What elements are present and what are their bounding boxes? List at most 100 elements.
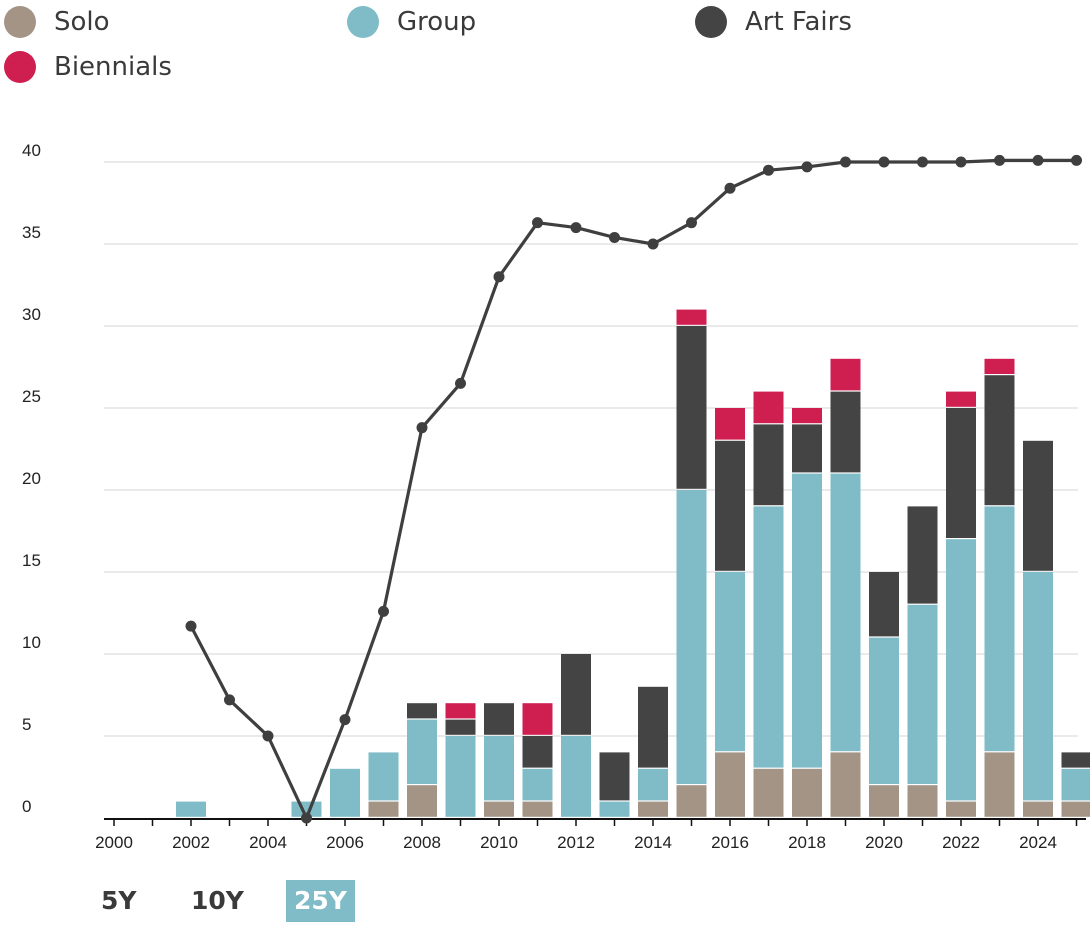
- bar-group: [484, 736, 514, 801]
- trend-point: [801, 161, 813, 173]
- legend-dot-solo: [4, 6, 36, 38]
- legend-label-biennials: Biennials: [54, 52, 172, 82]
- bar-art-fairs: [638, 686, 668, 768]
- x-tick-label: 2014: [634, 833, 672, 852]
- bar-art-fairs: [830, 391, 861, 473]
- bar-group: [984, 506, 1015, 752]
- legend-item-art-fairs[interactable]: Art Fairs: [695, 6, 852, 38]
- legend-label-art-fairs: Art Fairs: [745, 7, 852, 37]
- bar-art-fairs: [869, 572, 899, 637]
- x-tick-label: 2022: [942, 833, 980, 852]
- trend-line: [189, 158, 1077, 820]
- bar-biennials: [946, 391, 976, 407]
- bar-art-fairs: [715, 440, 745, 571]
- bar-group: [407, 719, 437, 784]
- x-tick-label: 2004: [249, 833, 287, 852]
- legend-item-group[interactable]: Group: [347, 6, 476, 38]
- legend-label-solo: Solo: [54, 7, 110, 37]
- bar-art-fairs: [1061, 752, 1090, 768]
- trend-point: [878, 156, 890, 168]
- bar-art-fairs: [676, 326, 707, 489]
- bar-solo: [522, 801, 553, 817]
- trend-point: [532, 217, 543, 229]
- bar-solo: [830, 752, 861, 817]
- x-tick-label: 2016: [711, 833, 749, 852]
- bar-biennials: [522, 703, 553, 735]
- bar-group: [715, 572, 745, 752]
- bar-group: [445, 736, 476, 817]
- bar-biennials: [753, 391, 784, 424]
- bar-group: [830, 473, 861, 752]
- x-tick-label: 2012: [557, 833, 595, 852]
- trend-point: [339, 714, 351, 726]
- y-tick-label: 30: [22, 305, 41, 324]
- range-button-5y[interactable]: 5Y: [101, 886, 137, 915]
- y-tick-label: 25: [22, 387, 41, 406]
- bar-group: [330, 768, 360, 817]
- stacked-bar-chart: 0 5 10 15 20 25 30 35 40 2000 2002 2004 2006 2008 2010…: [22, 141, 1090, 852]
- range-button-10y[interactable]: 10Y: [191, 886, 244, 915]
- legend-item-solo[interactable]: Solo: [4, 6, 110, 38]
- trend-point: [224, 694, 235, 706]
- y-tick-label: 20: [22, 469, 41, 488]
- bar-art-fairs: [445, 719, 476, 735]
- trend-point: [1071, 154, 1082, 166]
- bar-group: [1061, 768, 1090, 801]
- bar-group: [869, 637, 899, 784]
- trend-point: [647, 238, 659, 250]
- bar-group: [561, 736, 591, 817]
- trend-point: [609, 231, 620, 243]
- bar-group: [599, 801, 630, 817]
- bar-art-fairs: [561, 654, 591, 735]
- bar-art-fairs: [1023, 440, 1053, 571]
- bar-art-fairs: [484, 703, 514, 735]
- bar-solo: [638, 801, 668, 817]
- trend-point: [1032, 154, 1044, 166]
- bar-art-fairs: [753, 424, 784, 506]
- bar-solo: [407, 785, 437, 817]
- bar-solo: [484, 801, 514, 817]
- bar-solo: [907, 785, 938, 817]
- bar-solo: [984, 752, 1015, 817]
- bar-solo: [792, 768, 822, 817]
- bar-group: [792, 473, 822, 768]
- bar-solo: [1023, 801, 1053, 817]
- bar-art-fairs: [407, 703, 437, 719]
- bar-biennials: [715, 408, 745, 440]
- legend-dot-group: [347, 6, 379, 38]
- bar-biennials: [830, 358, 861, 391]
- trend-point: [686, 217, 697, 229]
- bar-solo: [753, 768, 784, 817]
- bar-solo: [715, 752, 745, 817]
- bar-solo: [368, 801, 399, 817]
- trend-point: [378, 605, 389, 617]
- bar-biennials: [676, 309, 707, 325]
- x-tick-label: 2006: [326, 833, 364, 852]
- trend-point: [262, 730, 274, 742]
- range-button-25y[interactable]: 25Y: [286, 880, 355, 922]
- bar-art-fairs: [984, 375, 1015, 506]
- bar-group: [946, 539, 976, 801]
- legend-label-group: Group: [397, 7, 477, 37]
- bar-art-fairs: [792, 424, 822, 473]
- bar-group: [638, 768, 668, 801]
- bar-solo: [869, 785, 899, 817]
- bar-group: [676, 490, 707, 784]
- trend-point: [570, 222, 582, 234]
- x-tick-label: 2018: [788, 833, 826, 852]
- bar-group: [368, 752, 399, 801]
- bar-group: [907, 604, 938, 784]
- x-tick-label: 2010: [480, 833, 518, 852]
- bar-solo: [676, 785, 707, 817]
- bar-biennials: [792, 408, 822, 424]
- bar-group: [176, 801, 206, 817]
- bar-solo: [946, 801, 976, 817]
- trend-point: [185, 620, 197, 632]
- trend-point: [455, 377, 466, 389]
- x-tick-label: 2000: [95, 833, 133, 852]
- bar-art-fairs: [907, 506, 938, 604]
- x-tick-label: 2024: [1019, 833, 1057, 852]
- bar-biennials: [984, 358, 1015, 374]
- y-tick-label: 15: [22, 551, 41, 570]
- legend-item-biennials[interactable]: Biennials: [4, 51, 172, 83]
